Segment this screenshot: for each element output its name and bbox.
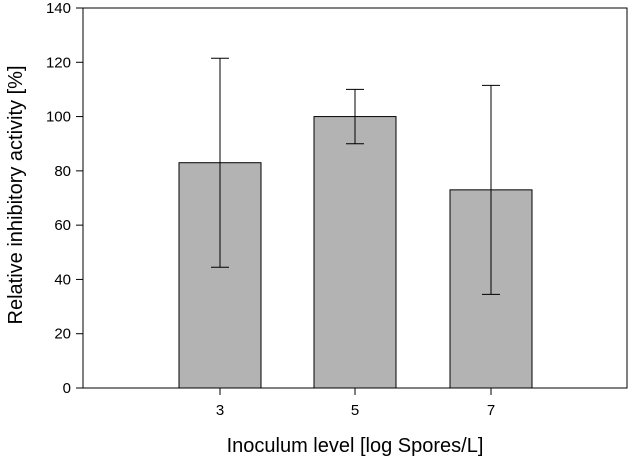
y-tick-label-100: 100 [46, 109, 71, 126]
y-axis-title: Relative inhibitory activity [%] [5, 66, 27, 325]
y-tick-label-20: 20 [54, 326, 71, 343]
y-tick-label-40: 40 [54, 271, 71, 288]
y-tick-label-80: 80 [54, 163, 71, 180]
x-axis-title: Inoculum level [log Spores/L] [227, 435, 484, 457]
plot-area: 0 20 40 60 80 100 120 140 3 5 7 [46, 0, 628, 419]
x-tick-label-3: 3 [216, 402, 224, 419]
x-tick-label-7: 7 [487, 402, 495, 419]
x-tick-label-5: 5 [351, 402, 359, 419]
y-tick-label-140: 140 [46, 0, 71, 17]
bar-5 [313, 116, 397, 389]
y-tick-label-120: 120 [46, 54, 71, 71]
y-tick-label-60: 60 [54, 217, 71, 234]
y-tick-label-0: 0 [63, 380, 71, 397]
